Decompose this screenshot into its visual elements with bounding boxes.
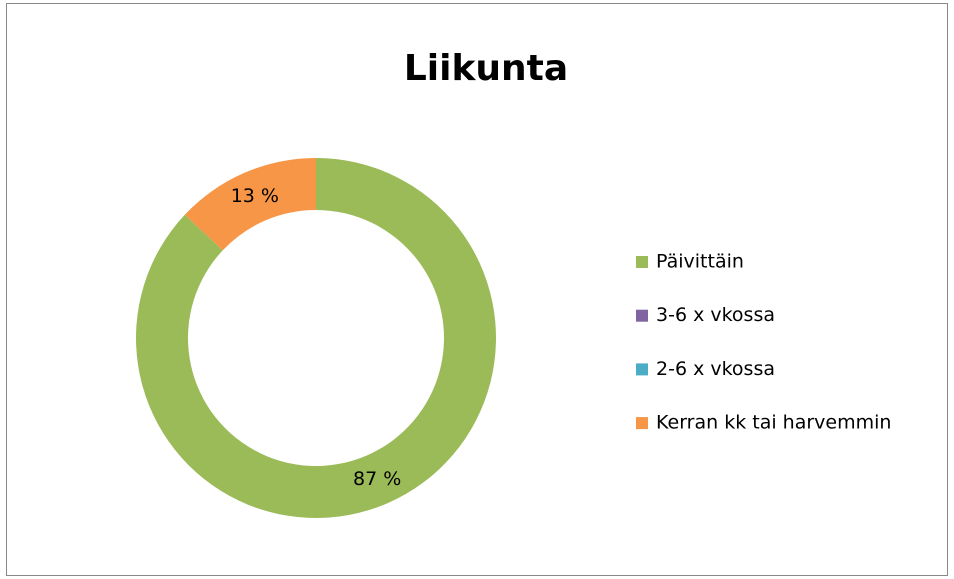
legend-swatch xyxy=(636,417,648,430)
legend-swatch xyxy=(636,363,648,376)
legend-label: Päivittäin xyxy=(656,251,744,273)
data-label: 87 % xyxy=(353,468,401,490)
legend-label: 3-6 x vkossa xyxy=(656,304,775,326)
legend-swatch xyxy=(636,256,648,268)
chart-title: Liikunta xyxy=(404,48,568,89)
legend-label: Kerran kk tai harvemmin xyxy=(656,412,891,434)
legend-swatch xyxy=(636,309,648,322)
data-label: 13 % xyxy=(231,185,279,207)
donut-segment xyxy=(184,158,316,251)
legend-label: 2-6 x vkossa xyxy=(656,358,775,380)
